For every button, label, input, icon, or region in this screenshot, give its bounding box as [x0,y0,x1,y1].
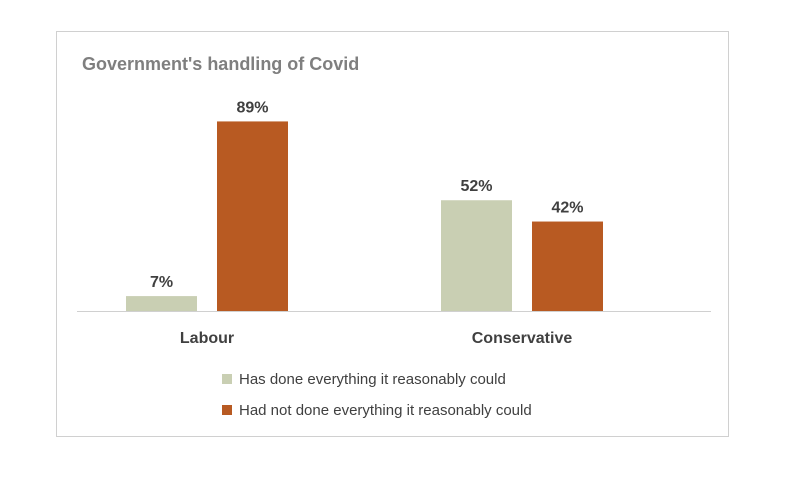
category-label-labour: Labour [180,330,234,347]
data-label-conservative-series-2: 42% [551,200,583,217]
legend-label-had-not-done: Had not done everything it reasonably co… [239,401,532,419]
bar-labour-series-1 [126,296,197,311]
data-label-labour-series-1: 7% [150,274,173,291]
bar-conservative-series-1 [441,200,512,311]
category-label-conservative: Conservative [472,330,573,347]
legend: Has done everything it reasonably could … [222,369,532,431]
data-label-conservative-series-1: 52% [460,178,492,195]
legend-item-had-not-done: Had not done everything it reasonably co… [222,400,532,420]
data-label-labour-series-2: 89% [236,99,268,116]
legend-item-has-done: Has done everything it reasonably could [222,369,532,389]
bar-labour-series-2 [217,121,288,312]
legend-swatch-had-not-done [222,405,232,415]
chart-frame: Government's handling of Covid 7% 89% Labo… [56,31,729,437]
legend-swatch-has-done [222,374,232,384]
legend-label-has-done: Has done everything it reasonably could [239,370,506,388]
bar-conservative-series-2 [532,221,603,311]
chart-plot: 7% 89% Labour 52% 42% Conservative [77,99,711,347]
chart-title: Government's handling of Covid [82,54,360,74]
